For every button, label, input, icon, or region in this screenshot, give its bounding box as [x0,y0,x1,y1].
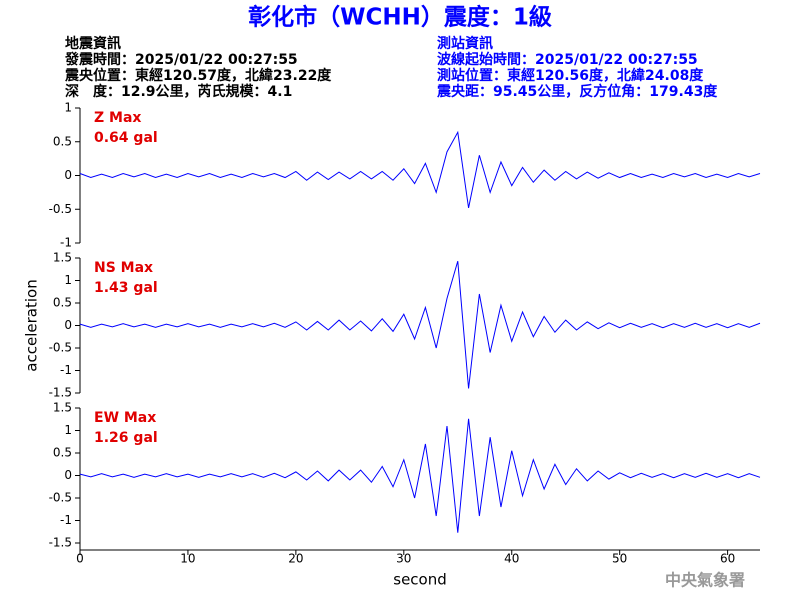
annotation: 0.64 gal [94,130,158,146]
waveform [79,418,761,533]
annotation: 1.43 gal [94,280,158,296]
station-info: 測站資訊 波線起始時間：2025/01/22 00:27:55 測站位置：東經1… [436,35,718,100]
x-tick-label: 40 [504,552,519,566]
y-tick-label: 1 [64,101,72,115]
info-line: 發震時間：2025/01/22 00:27:55 [64,51,298,68]
y-tick-label: 1 [64,423,72,437]
y-tick-label: 0 [64,468,72,482]
y-tick-label: -0.5 [49,491,72,505]
x-tick-label: 60 [720,552,735,566]
chart-title: 彰化市（WCHH）震度：1級 [248,4,552,31]
y-tick-label: -1.5 [49,386,72,400]
info-line: 測站位置：東經120.56度，北緯24.08度 [437,67,704,84]
y-tick-label: 1 [64,273,72,287]
watermark: 中央氣象署 [665,571,745,590]
x-axis-label: second [393,571,447,589]
y-axis-label: acceleration [23,279,41,371]
info-line: 測站資訊 [437,35,493,52]
y-tick-label: -1.5 [49,536,72,550]
x-tick-label: 10 [180,552,195,566]
y-tick-label: 0 [64,318,72,332]
y-tick-label: 0.5 [53,134,72,148]
waveform [79,130,761,209]
y-tick-label: 0 [64,168,72,182]
y-tick-label: -1 [60,513,72,527]
y-tick-label: 1.5 [53,251,72,265]
y-tick-label: -0.5 [49,341,72,355]
event-info: 地震資訊 發震時間：2025/01/22 00:27:55 震央位置：東經120… [64,35,332,100]
info-line: 深 度：12.9公里，芮氏規模：4.1 [65,83,292,100]
x-tick-label: 30 [396,552,411,566]
info-line: 震央位置：東經120.57度，北緯23.22度 [64,67,332,84]
y-tick-label: 0.5 [53,296,72,310]
y-tick-label: -0.5 [49,202,72,216]
info-line: 波線起始時間：2025/01/22 00:27:55 [437,51,698,68]
annotation: Z Max [94,110,141,126]
info-line: 地震資訊 [65,35,121,52]
y-tick-label: -1 [60,236,72,250]
x-tick-label: 20 [288,552,303,566]
y-tick-label: -1 [60,363,72,377]
annotation: EW Max [94,410,156,426]
waveform [79,261,761,389]
annotation: 1.26 gal [94,430,158,446]
y-tick-label: 1.5 [53,401,72,415]
x-tick-label: 0 [76,552,84,566]
annotation: NS Max [94,260,153,276]
info-line: 震央距：95.45公里，反方位角：179.43度 [436,83,718,100]
y-tick-label: 0.5 [53,446,72,460]
x-tick-label: 50 [612,552,627,566]
